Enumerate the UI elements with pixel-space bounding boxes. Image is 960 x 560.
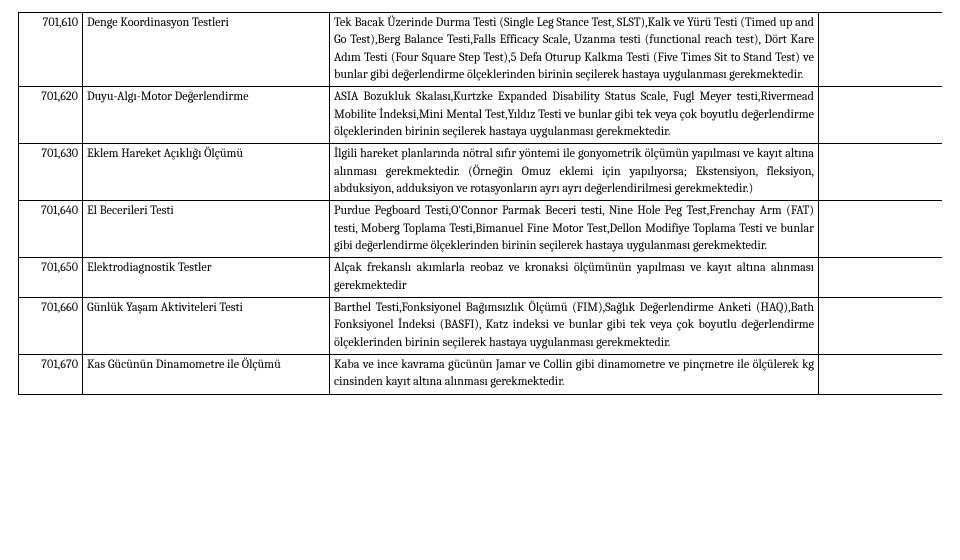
table-row: 701,630 Eklem Hareket Açıklığı Ölçümü İl… [19,144,943,201]
table-row: 701,670 Kas Gücünün Dinamometre ile Ölçü… [19,354,943,394]
cell-code: 701,670 [19,354,83,394]
cell-name: Kas Gücünün Dinamometre ile Ölçümü [83,354,330,394]
table-row: 701,620 Duyu-Algı-Motor Değerlendirme AS… [19,87,943,144]
procedure-table: 701,610 Denge Koordinasyon Testleri Tek … [18,12,942,395]
cell-name: El Becerileri Testi [83,201,330,258]
cell-blank [819,87,943,144]
cell-code: 701,620 [19,87,83,144]
cell-blank [819,144,943,201]
cell-name: Elektrodiagnostik Testler [83,258,330,298]
cell-name: Duyu-Algı-Motor Değerlendirme [83,87,330,144]
cell-name: Denge Koordinasyon Testleri [83,13,330,87]
table-row: 701,640 El Becerileri Testi Purdue Pegbo… [19,201,943,258]
cell-desc: Tek Bacak Üzerinde Durma Testi (Single L… [330,13,819,87]
cell-code: 701,640 [19,201,83,258]
table-row: 701,610 Denge Koordinasyon Testleri Tek … [19,13,943,87]
cell-blank [819,13,943,87]
cell-desc: Alçak frekanslı akımlarla reobaz ve kron… [330,258,819,298]
table-row: 701,650 Elektrodiagnostik Testler Alçak … [19,258,943,298]
cell-name: Eklem Hareket Açıklığı Ölçümü [83,144,330,201]
cell-code: 701,630 [19,144,83,201]
table-row: 701,660 Günlük Yaşam Aktiviteleri Testi … [19,297,943,354]
cell-code: 701,610 [19,13,83,87]
cell-desc: Kaba ve ince kavrama gücünün Jamar ve Co… [330,354,819,394]
cell-desc: İlgili hareket planlarında nötral sıfır … [330,144,819,201]
cell-blank [819,201,943,258]
cell-blank [819,258,943,298]
cell-code: 701,660 [19,297,83,354]
cell-code: 701,650 [19,258,83,298]
cell-desc: ASIA Bozukluk Skalası,Kurtzke Expanded D… [330,87,819,144]
cell-desc: Purdue Pegboard Testi,O'Connor Parmak Be… [330,201,819,258]
cell-desc: Barthel Testi,Fonksiyonel Bağımsızlık Öl… [330,297,819,354]
cell-blank [819,297,943,354]
cell-name: Günlük Yaşam Aktiviteleri Testi [83,297,330,354]
cell-blank [819,354,943,394]
